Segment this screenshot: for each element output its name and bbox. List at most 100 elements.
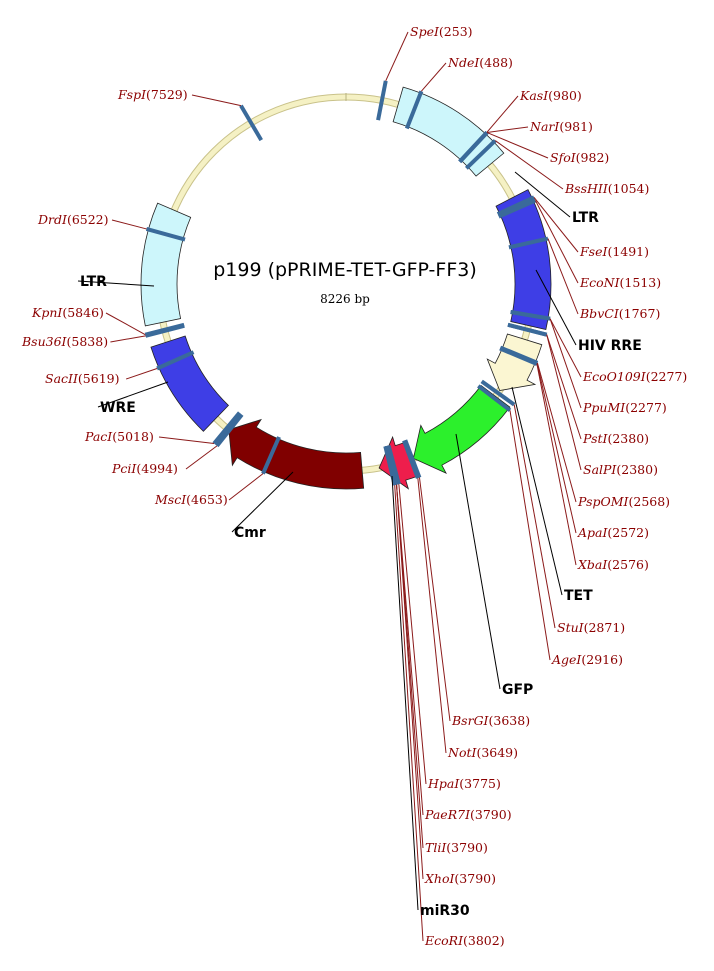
- feature-ltr-right: [392, 86, 505, 177]
- site-label-hpai: HpaI(3775): [427, 776, 501, 791]
- site-lead-msci: [228, 473, 264, 501]
- site-tick-noti: [402, 439, 420, 479]
- site-lead-sacii: [126, 368, 158, 380]
- feature-lead-ltr-right: [514, 171, 571, 218]
- site-lead-ecori: [394, 485, 424, 942]
- site-label-psti: PstI(2380): [582, 431, 649, 446]
- site-lead-hpai: [398, 484, 427, 785]
- site-tick-paci: [212, 411, 242, 445]
- site-label-sacii: SacII(5619): [45, 371, 119, 386]
- site-label-nari: NarI(981): [529, 119, 593, 134]
- feature-lead-hiv-rre: [535, 269, 577, 346]
- feature-label-ltr-right: LTR: [572, 210, 599, 226]
- feature-cmr: [228, 418, 365, 490]
- feature-wre: [150, 335, 230, 432]
- site-lead-bbvci: [547, 238, 579, 315]
- site-label-stui: StuI(2871): [557, 620, 625, 635]
- site-tick-bsshii: [465, 139, 497, 170]
- feature-label-wre: WRE: [100, 400, 136, 416]
- site-lead-bsu36i: [110, 335, 146, 343]
- site-label-pspomi: PspOMI(2568): [577, 494, 670, 509]
- feature-ltr-left: [140, 202, 192, 327]
- site-label-tlii: TliI(3790): [425, 840, 488, 855]
- site-label-paer7i: PaeR7I(3790): [424, 807, 512, 822]
- site-label-ecoo109i: EcoO109I(2277): [582, 369, 687, 384]
- site-label-noti: NotI(3649): [447, 745, 518, 760]
- feature-lead-mir30: [391, 475, 419, 911]
- feature-lead-cmr: [231, 471, 294, 533]
- site-lead-kasi: [486, 95, 519, 133]
- site-lead-econi: [534, 200, 579, 284]
- feature-label-ltr-left: LTR: [80, 274, 107, 290]
- site-lead-bsrgi: [418, 477, 451, 722]
- site-tick-xbai: [499, 346, 538, 366]
- site-lead-bsshii: [494, 140, 564, 190]
- site-label-spei: SpeI(253): [410, 24, 473, 39]
- site-label-pcii: PciI(4994): [111, 461, 178, 476]
- site-lead-apai: [536, 363, 577, 534]
- site-label-bsu36i: Bsu36I(5838): [21, 334, 108, 349]
- site-lead-noti: [417, 478, 447, 754]
- site-tick-econi: [498, 198, 537, 219]
- site-tick-stui: [480, 379, 516, 407]
- site-label-kpni: KpnI(5846): [31, 305, 104, 320]
- site-tick-bbvci: [508, 236, 549, 250]
- site-tick-fsei: [496, 195, 535, 216]
- site-lead-kpni: [105, 312, 146, 336]
- plasmid-size: 8226 bp: [320, 292, 370, 306]
- site-label-xbai: XbaI(2576): [577, 557, 649, 572]
- feature-hiv-rre: [495, 189, 552, 331]
- feature-label-gfp: GFP: [502, 682, 533, 698]
- site-tick-msci: [261, 436, 281, 475]
- site-label-kasi: KasI(980): [519, 88, 582, 103]
- site-tick-sfoi: [458, 131, 489, 164]
- site-lead-salpi: [546, 334, 582, 471]
- site-tick-ecori: [383, 445, 397, 486]
- feature-label-cmr: Cmr: [234, 525, 266, 541]
- site-lead-xhoi: [396, 484, 424, 880]
- site-tick-ppumi: [510, 310, 551, 321]
- site-label-agei: AgeI(2916): [551, 652, 623, 667]
- feature-lead-gfp: [455, 433, 501, 690]
- site-tick-fspi: [239, 104, 263, 142]
- feature-lead-ltr-left: [77, 280, 155, 287]
- site-label-msci: MscI(4653): [154, 492, 228, 507]
- site-label-paci: PacI(5018): [84, 429, 154, 444]
- site-lead-sfoi: [486, 132, 549, 159]
- site-lead-ndei: [421, 62, 447, 92]
- site-label-bsshii: BssHII(1054): [564, 181, 649, 196]
- feature-label-hiv-rre: HIV RRE: [578, 338, 642, 354]
- site-label-econi: EcoNI(1513): [579, 275, 661, 290]
- site-lead-pspomi: [536, 362, 577, 503]
- site-lead-pcii: [185, 445, 218, 470]
- site-label-xhoi: XhoI(3790): [424, 871, 496, 886]
- site-label-bsrgi: BsrGI(3638): [451, 713, 530, 728]
- feature-lead-wre: [97, 381, 169, 408]
- site-lead-drdi: [111, 219, 147, 230]
- site-tick-sacii: [156, 350, 195, 371]
- feature-label-tet: TET: [564, 588, 593, 604]
- site-tick-kpni: [144, 322, 185, 337]
- site-tick-ndei: [404, 90, 424, 130]
- site-lead-spei: [385, 31, 409, 82]
- site-lead-nari: [486, 126, 529, 133]
- feature-lead-tet: [511, 386, 563, 596]
- site-lead-stui: [513, 404, 556, 629]
- site-tick-drdi: [145, 227, 186, 242]
- site-label-sfoi: SfoI(982): [550, 150, 609, 165]
- site-lead-xbai: [536, 363, 577, 566]
- site-tick-salpi: [507, 322, 548, 337]
- site-lead-fspi: [191, 94, 242, 107]
- site-label-bbvci: BbvCI(1767): [579, 306, 660, 321]
- site-label-fspi: FspI(7529): [117, 87, 188, 102]
- site-lead-paci: [158, 436, 215, 444]
- site-lead-ppumi: [549, 318, 582, 409]
- site-label-ndei: NdeI(488): [447, 55, 513, 70]
- site-lead-ecoo109i: [549, 318, 582, 378]
- site-label-apai: ApaI(2572): [577, 525, 649, 540]
- site-tick-spei: [376, 80, 388, 121]
- site-lead-fsei: [533, 197, 579, 253]
- site-label-salpi: SalPI(2380): [583, 462, 658, 477]
- feature-label-mir30: miR30: [420, 903, 470, 919]
- site-label-ppumi: PpuMI(2277): [582, 400, 667, 415]
